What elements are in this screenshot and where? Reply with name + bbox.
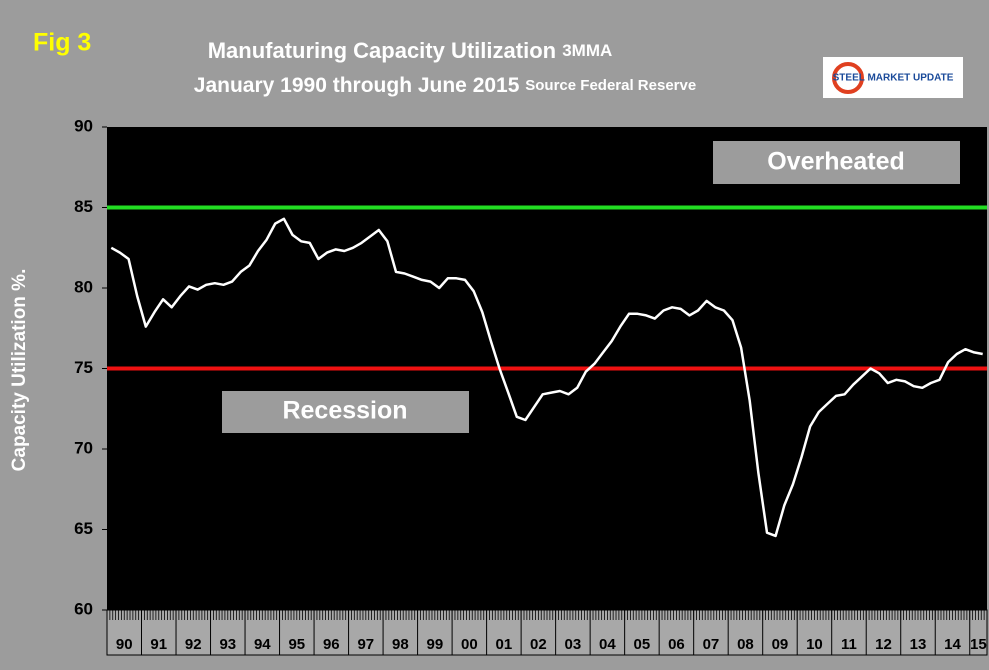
source: Source Federal Reserve	[525, 77, 696, 94]
x-tick-label: 04	[599, 636, 616, 653]
x-tick-label: 90	[116, 636, 133, 653]
chart-title: Manufaturing Capacity Utilization 3MMA	[208, 38, 613, 63]
x-tick-label: 92	[185, 636, 202, 653]
y-tick-label: 70	[74, 438, 93, 457]
x-tick-label: 96	[323, 636, 340, 653]
x-tick-label: 15	[970, 636, 987, 653]
annotation: Overheated	[767, 148, 905, 176]
y-axis-label: Capacity Utilization %.	[9, 269, 30, 472]
x-tick-label: 95	[288, 636, 305, 653]
x-tick-label: 00	[461, 636, 478, 653]
annotation: Recession	[282, 397, 407, 425]
y-tick-label: 60	[74, 599, 93, 618]
x-tick-label: 91	[150, 636, 167, 653]
annotation-box	[713, 141, 960, 184]
logo-icon	[832, 62, 864, 94]
y-tick-label: 80	[74, 277, 93, 296]
y-tick-label: 65	[74, 519, 93, 538]
x-tick-label: 14	[944, 636, 961, 653]
fig-label: Fig 3	[33, 29, 91, 57]
title-note: 3MMA	[562, 41, 612, 60]
y-tick-label: 90	[74, 116, 93, 135]
x-tick-label: 05	[634, 636, 651, 653]
x-tick-label: 12	[875, 636, 892, 653]
x-tick-label: 94	[254, 636, 271, 653]
x-tick-label: 09	[772, 636, 789, 653]
x-tick-label: 06	[668, 636, 685, 653]
x-tick-label: 99	[426, 636, 443, 653]
data-line	[110, 217, 983, 538]
annotation-box	[222, 391, 469, 433]
title-text: Manufaturing Capacity Utilization	[208, 38, 556, 63]
x-tick-label: 98	[392, 636, 409, 653]
x-tick-label: 11	[841, 636, 857, 653]
x-tick-label: 07	[703, 636, 720, 653]
x-tick-label: 01	[496, 636, 513, 653]
x-tick-label: 97	[357, 636, 374, 653]
x-tick-label: 93	[219, 636, 236, 653]
y-tick-label: 85	[74, 197, 93, 216]
x-tick-label: 10	[806, 636, 823, 653]
x-tick-label: 02	[530, 636, 547, 653]
x-tick-label: 03	[565, 636, 582, 653]
logo: STEEL MARKET UPDATE	[833, 73, 954, 84]
subtitle: January 1990 through June 2015 Source Fe…	[194, 74, 696, 97]
y-tick-label: 75	[74, 358, 93, 377]
x-tick-label: 08	[737, 636, 754, 653]
x-tick-label: 13	[910, 636, 927, 653]
subtitle-text: January 1990 through June 2015	[194, 74, 520, 97]
